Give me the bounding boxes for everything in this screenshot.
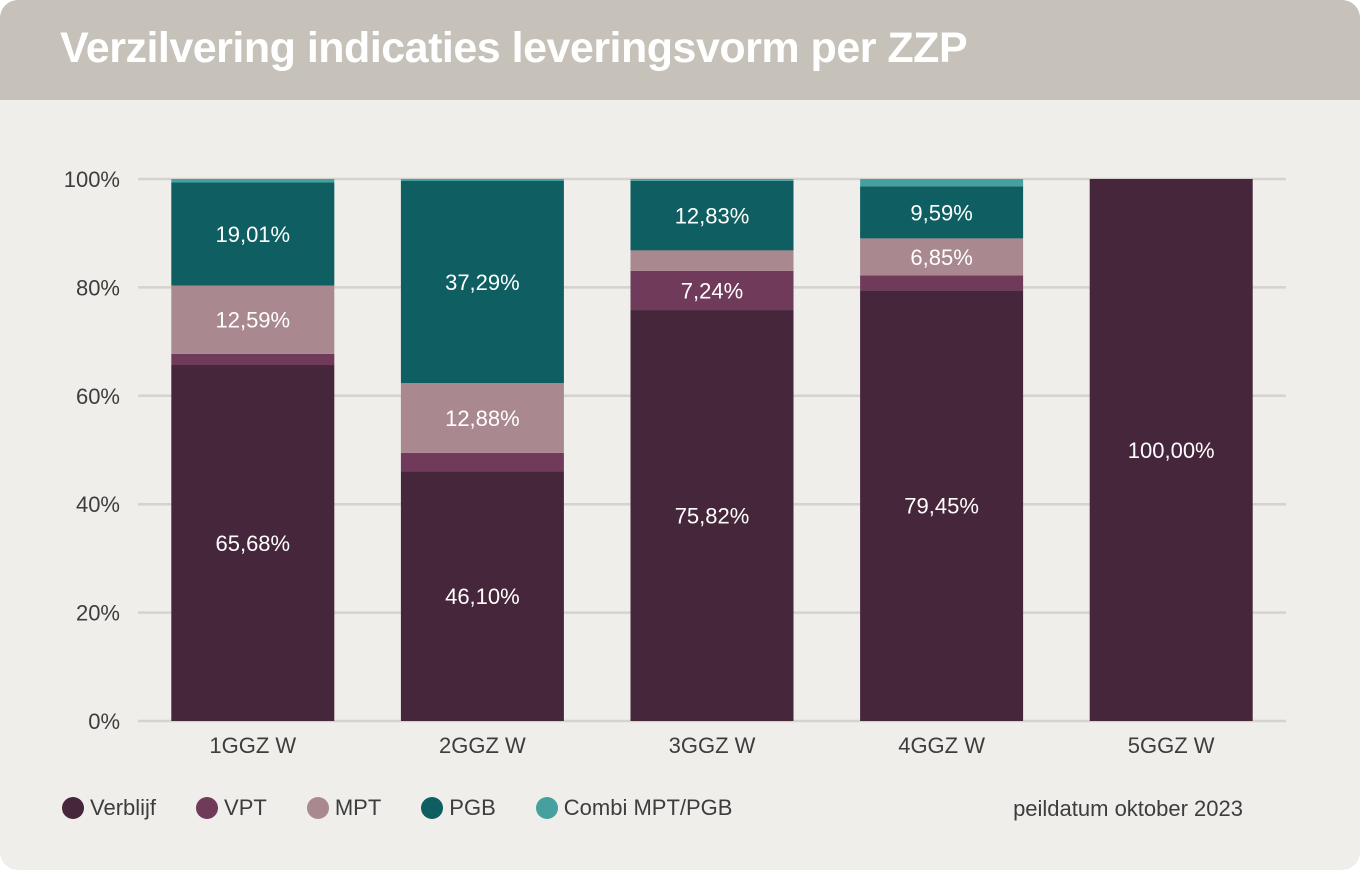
bar-segment	[630, 270, 794, 311]
data-label: 65,68%	[215, 531, 290, 556]
bar-segment	[1089, 179, 1253, 721]
legend-label: Combi MPT/PGB	[563, 795, 733, 820]
legend-item: VPT	[196, 795, 267, 821]
bar-segment	[860, 179, 1024, 187]
bar-segment	[171, 179, 335, 183]
legend-item: MPT	[306, 795, 382, 821]
legend-item: Combi MPT/PGB	[535, 795, 733, 821]
data-label: 100,00%	[1128, 438, 1215, 463]
bar-segment	[400, 452, 564, 472]
bar-segment	[630, 250, 794, 271]
legend-swatch	[306, 797, 329, 819]
bar-segment	[400, 179, 564, 182]
legend-item: PGB	[421, 795, 496, 821]
bar-segment	[171, 365, 335, 721]
legend-label: Verblijf	[90, 795, 157, 820]
data-label: 46,10%	[445, 584, 520, 609]
legend-swatch	[535, 797, 558, 819]
x-tick-label: 3GGZ W	[669, 733, 756, 758]
data-label: 19,01%	[215, 222, 290, 247]
data-label: 12,83%	[675, 204, 750, 229]
bar-segment	[171, 182, 335, 286]
footnote: peildatum oktober 2023	[1013, 796, 1243, 821]
legend-swatch	[62, 797, 84, 819]
bar-segment	[400, 471, 564, 721]
bar-segment	[400, 181, 564, 384]
y-tick-label: 100%	[64, 167, 120, 192]
data-label: 79,45%	[904, 494, 979, 519]
data-label: 9,59%	[910, 200, 972, 225]
data-label: 7,24%	[681, 278, 743, 303]
y-tick-label: 40%	[76, 492, 120, 517]
data-label: 75,82%	[675, 504, 750, 529]
x-tick-label: 2GGZ W	[439, 733, 526, 758]
y-tick-label: 60%	[76, 384, 120, 409]
bar-segment	[860, 186, 1024, 239]
bar-segment	[171, 285, 335, 354]
data-label: 12,59%	[215, 308, 290, 333]
bar-segment	[860, 275, 1024, 291]
legend-swatch	[196, 797, 219, 819]
y-tick-label: 20%	[76, 601, 120, 626]
bar-segment	[630, 310, 794, 721]
bar-segment	[860, 238, 1024, 276]
data-label: 6,85%	[910, 245, 972, 270]
legend-label: VPT	[224, 795, 267, 820]
x-tick-label: 4GGZ W	[898, 733, 985, 758]
legend-item: Verblijf	[62, 795, 156, 821]
x-tick-label: 5GGZ W	[1128, 733, 1215, 758]
bar-segment	[171, 353, 335, 366]
legend: Verblijf VPT MPT PGB Combi MPT/PGB	[62, 792, 772, 824]
y-tick-label: 0%	[88, 709, 120, 734]
legend-swatch	[421, 797, 444, 819]
bar-segment	[630, 179, 794, 181]
x-tick-label: 1GGZ W	[209, 733, 296, 758]
bar-segment	[860, 290, 1024, 721]
legend-label: MPT	[334, 795, 382, 820]
y-tick-label: 80%	[76, 275, 120, 300]
chart-title: Verzilvering indicaties leveringsvorm pe…	[60, 24, 968, 72]
data-label: 37,29%	[445, 270, 520, 295]
bar-segment	[630, 180, 794, 251]
data-label: 12,88%	[445, 406, 520, 431]
bar-segment	[400, 383, 564, 453]
header-bar: Verzilvering indicaties leveringsvorm pe…	[0, 0, 1360, 100]
legend-label: PGB	[449, 795, 496, 820]
